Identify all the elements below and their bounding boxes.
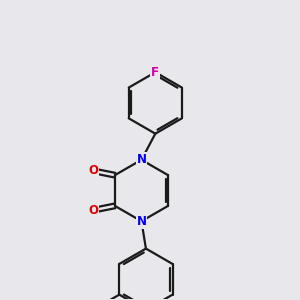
Text: N: N [136,215,146,228]
Text: F: F [151,66,159,79]
Text: O: O [88,204,98,217]
Text: O: O [88,164,98,177]
Text: N: N [136,153,146,166]
